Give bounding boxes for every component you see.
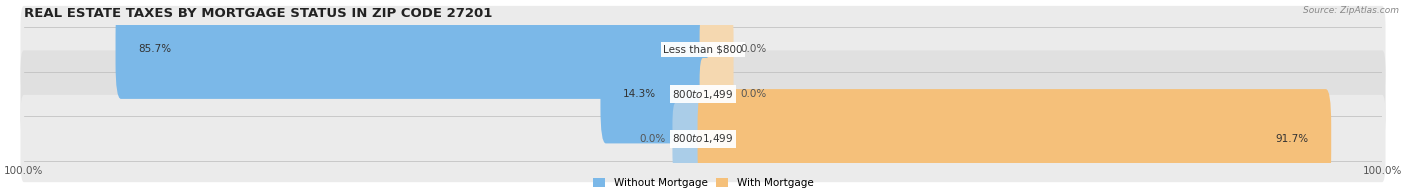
Text: 85.7%: 85.7% — [138, 44, 172, 54]
FancyBboxPatch shape — [700, 13, 734, 86]
FancyBboxPatch shape — [21, 6, 1385, 93]
FancyBboxPatch shape — [600, 45, 709, 143]
Text: 14.3%: 14.3% — [623, 89, 657, 99]
Text: $800 to $1,499: $800 to $1,499 — [672, 88, 734, 100]
FancyBboxPatch shape — [21, 50, 1385, 138]
FancyBboxPatch shape — [21, 95, 1385, 182]
Text: REAL ESTATE TAXES BY MORTGAGE STATUS IN ZIP CODE 27201: REAL ESTATE TAXES BY MORTGAGE STATUS IN … — [24, 7, 492, 20]
Text: 0.0%: 0.0% — [640, 134, 665, 144]
Legend: Without Mortgage, With Mortgage: Without Mortgage, With Mortgage — [593, 178, 813, 188]
Text: 0.0%: 0.0% — [741, 89, 766, 99]
Text: Source: ZipAtlas.com: Source: ZipAtlas.com — [1303, 6, 1399, 15]
Text: 0.0%: 0.0% — [741, 44, 766, 54]
Text: $800 to $1,499: $800 to $1,499 — [672, 132, 734, 145]
FancyBboxPatch shape — [115, 0, 709, 99]
Text: 91.7%: 91.7% — [1275, 134, 1309, 144]
FancyBboxPatch shape — [700, 58, 734, 130]
FancyBboxPatch shape — [672, 102, 706, 175]
Text: Less than $800: Less than $800 — [664, 44, 742, 54]
FancyBboxPatch shape — [697, 89, 1331, 188]
